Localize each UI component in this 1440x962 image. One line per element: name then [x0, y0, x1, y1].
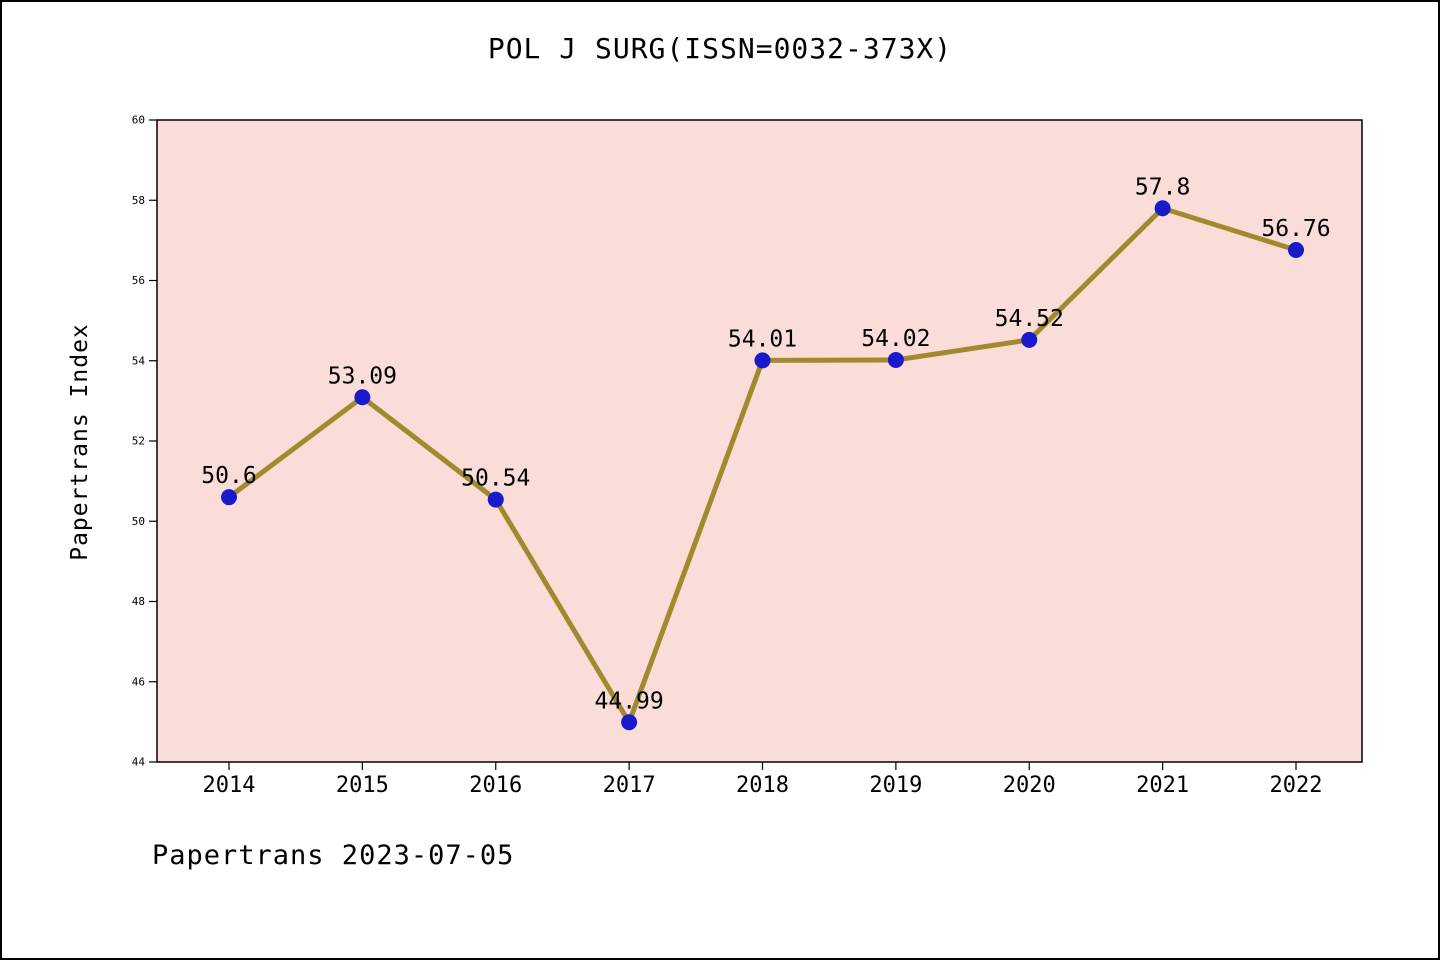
data-point-label: 57.8	[1135, 174, 1190, 200]
y-tick-label: 54	[132, 354, 146, 367]
y-tick-label: 48	[132, 595, 145, 608]
data-point	[887, 351, 904, 368]
data-point-label: 54.52	[995, 306, 1064, 332]
data-point	[354, 389, 371, 406]
data-point	[487, 491, 504, 508]
data-point-label: 54.02	[861, 326, 930, 352]
x-tick-label: 2022	[1270, 773, 1323, 798]
y-tick-label: 56	[132, 274, 145, 287]
y-tick-label: 58	[132, 194, 145, 207]
y-tick-label: 50	[132, 515, 145, 528]
data-point	[1154, 200, 1171, 217]
y-tick-label: 44	[132, 756, 146, 769]
data-point	[1288, 242, 1304, 259]
x-tick-label: 2018	[736, 773, 789, 798]
x-tick-label: 2017	[603, 773, 656, 798]
data-point	[1021, 331, 1038, 348]
data-point	[754, 352, 771, 369]
x-tick-label: 2016	[469, 773, 522, 798]
watermark-text: Papertrans 2023-07-05	[152, 840, 515, 871]
x-tick-label: 2014	[203, 773, 256, 798]
x-tick-label: 2021	[1136, 773, 1189, 798]
data-point-label: 50.6	[201, 463, 256, 489]
y-tick-label: 52	[132, 435, 145, 448]
x-tick-label: 2019	[869, 773, 922, 798]
data-point-label: 54.01	[728, 326, 797, 352]
y-tick-label: 60	[132, 114, 145, 127]
y-tick-label: 46	[132, 675, 145, 688]
data-point-label: 53.09	[328, 363, 397, 389]
data-point	[621, 714, 638, 731]
data-point-label: 56.76	[1261, 216, 1330, 242]
chart-title: POL J SURG(ISSN=0032-373X)	[487, 32, 953, 65]
data-point-label: 50.54	[461, 466, 530, 492]
plot-area	[156, 119, 1363, 763]
data-point-label: 44.99	[595, 688, 664, 714]
data-point	[221, 489, 237, 506]
x-tick-label: 2015	[336, 773, 389, 798]
x-tick-label: 2020	[1003, 773, 1056, 798]
